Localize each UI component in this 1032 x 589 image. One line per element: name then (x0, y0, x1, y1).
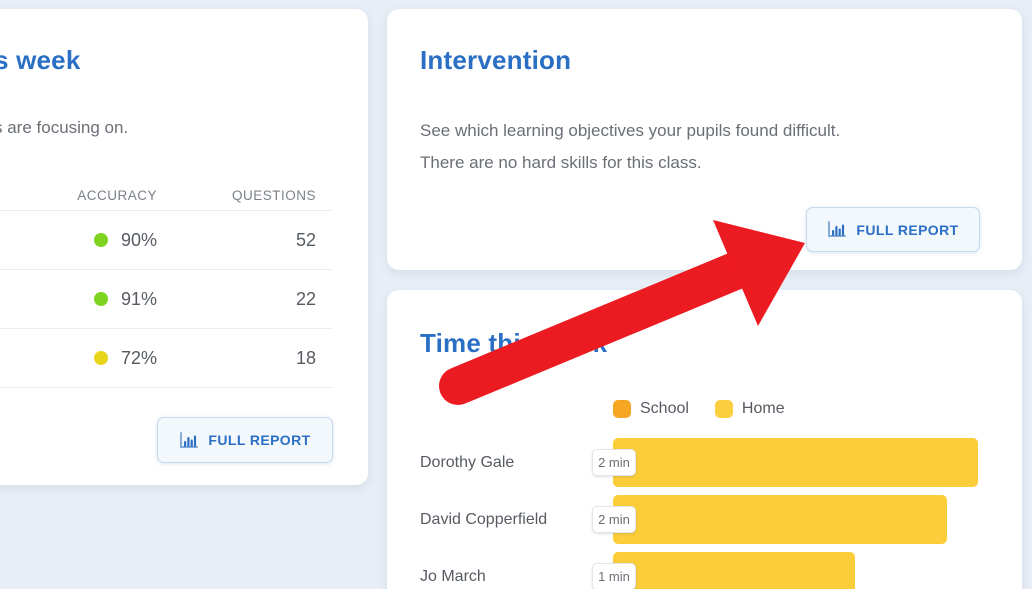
questions-value: 22 (295, 289, 316, 309)
time-value-chip: 2 min (592, 449, 636, 476)
legend-label: Home (741, 400, 785, 417)
full-report-label: FULL REPORT (856, 221, 959, 238)
chart-row: Jo March 1 min (387, 552, 1022, 589)
column-header-questions: QUESTIONS (231, 188, 316, 203)
pupil-name: David Copperfield (420, 511, 548, 528)
time-value-chip: 2 min (592, 506, 636, 533)
time-bar (613, 495, 947, 544)
bar-chart-icon (179, 431, 199, 449)
intervention-description-line1: See which learning objectives your pupil… (420, 121, 841, 140)
table-row: 90% 52 (0, 211, 332, 270)
accuracy-value: 72% (120, 347, 157, 368)
pupil-name: Dorothy Gale (420, 454, 515, 471)
accuracy-value: 91% (120, 288, 157, 309)
skills-card-title: s week (0, 45, 81, 75)
time-card-title: Time this week (420, 328, 608, 358)
skills-table-header: ACCURACY QUESTIONS (0, 174, 332, 211)
bar-chart-icon (827, 221, 847, 238)
intervention-card: Intervention See which learning objectiv… (387, 9, 1022, 270)
legend-swatch-home (714, 400, 733, 418)
time-bar (613, 438, 978, 487)
time-value-chip: 1 min (592, 563, 636, 589)
legend-swatch-school (613, 400, 631, 418)
skills-table: ACCURACY QUESTIONS 90% 52 91% 22 72% 18 (0, 174, 332, 388)
accuracy-value: 90% (120, 229, 157, 250)
intervention-description: See which learning objectives your pupil… (420, 115, 840, 179)
chart-legend: School Home (613, 400, 785, 418)
legend-item-home: Home (714, 400, 785, 418)
intervention-title: Intervention (420, 45, 572, 75)
chart-row: David Copperfield 2 min (387, 495, 1022, 544)
table-row: 91% 22 (0, 270, 332, 329)
skills-full-report-button[interactable]: FULL REPORT (157, 417, 333, 463)
skills-week-card: s week s are focusing on. ACCURACY QUEST… (0, 9, 368, 485)
accuracy-dot (93, 292, 108, 306)
pupil-name: Jo March (420, 568, 486, 585)
questions-value: 52 (295, 230, 316, 250)
chart-row: Dorothy Gale 2 min (387, 438, 1022, 487)
full-report-label: FULL REPORT (208, 432, 311, 448)
skills-card-subtitle: s are focusing on. (0, 118, 129, 137)
accuracy-dot (93, 233, 108, 247)
legend-item-school: School (613, 400, 689, 418)
time-this-week-card: Time this week School Home Dorothy Gale … (387, 290, 1022, 589)
intervention-description-line2: There are no hard skills for this class. (420, 153, 702, 172)
time-bar (613, 552, 855, 589)
accuracy-dot (93, 351, 108, 365)
legend-label: School (640, 400, 689, 417)
intervention-full-report-button[interactable]: FULL REPORT (806, 207, 980, 252)
column-header-accuracy: ACCURACY (77, 188, 157, 203)
questions-value: 18 (295, 348, 316, 368)
table-row: 72% 18 (0, 329, 332, 388)
